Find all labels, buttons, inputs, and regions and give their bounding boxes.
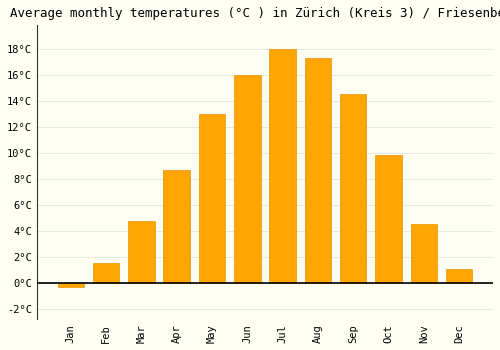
Title: Average monthly temperatures (°C ) in Zürich (Kreis 3) / Friesenberg: Average monthly temperatures (°C ) in Zü… [10,7,500,20]
Bar [58,283,84,287]
Bar [93,264,120,283]
Bar [198,114,225,283]
Bar [164,170,190,283]
Bar [410,224,437,283]
Bar [446,269,472,283]
Bar [340,94,366,283]
Bar [304,58,331,283]
Bar [375,155,402,283]
Bar [234,75,260,283]
Bar [270,49,296,283]
Bar [128,220,154,283]
